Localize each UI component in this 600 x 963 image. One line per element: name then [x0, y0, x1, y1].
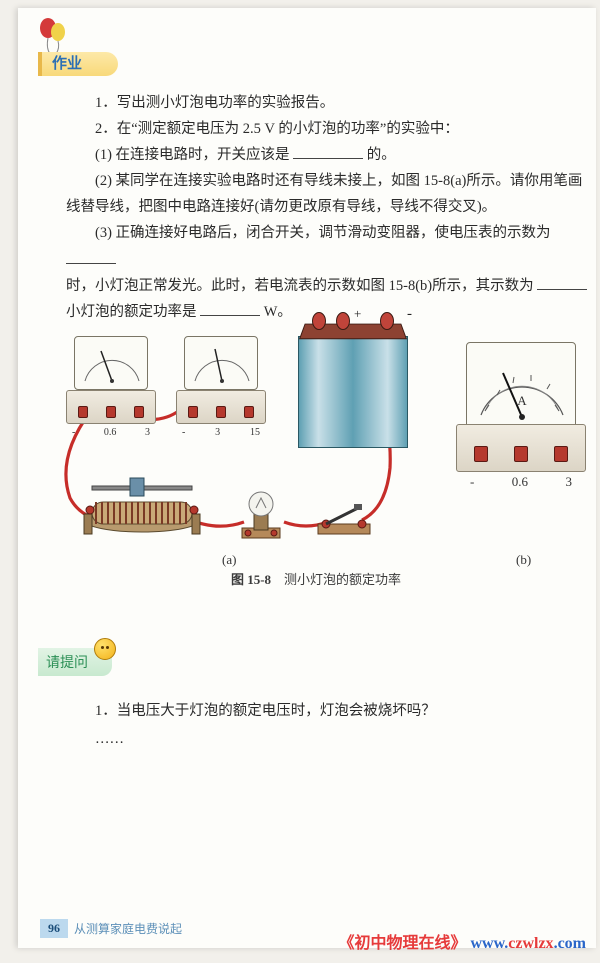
scale-mark: -	[72, 427, 75, 438]
ask-tab: 请提问	[38, 648, 112, 676]
scale-mark: 0.6	[512, 474, 528, 490]
chapter-title: 从测算家庭电费说起	[74, 920, 182, 937]
scale-mark: 0.6	[104, 427, 117, 438]
q2-3-b: 时，小灯泡正常发光。此时，若电流表的示数如图 15-8(b)所示，其示数为	[66, 273, 534, 299]
watermark-url-a: www.	[470, 935, 508, 952]
battery-minus: -	[407, 306, 412, 323]
bulb	[236, 484, 286, 549]
section-label: 作业	[52, 56, 82, 72]
exercise-1: 1．写出测小灯泡电功率的实验报告。	[66, 90, 590, 116]
blank-ammeter-reading	[537, 274, 587, 290]
svg-text:A: A	[517, 393, 527, 408]
figure-caption: 图 15-8 测小灯泡的额定功率	[46, 569, 586, 588]
scale-mark: -	[470, 474, 474, 490]
figure-15-8: - 0.6 3 - 3 15	[46, 308, 586, 588]
scale-mark: -	[182, 427, 185, 438]
exercise-2-2: (2) 某同学在连接实验电路时还有导线未接上，如图 15-8(a)所示。请你用笔…	[66, 168, 590, 220]
q2-3-a: (3) 正确连接好电路后，闭合开关，调节滑动变阻器，使电压表的示数为	[95, 225, 551, 241]
battery: + -	[298, 308, 408, 448]
exercise-2-intro: 2．在“测定额定电压为 2.5 V 的小灯泡的功率”的实验中：	[66, 116, 590, 142]
scale-mark: 3	[215, 427, 220, 438]
page-number: 96	[40, 919, 68, 938]
blank-switch-state	[293, 143, 363, 159]
watermark: 《初中物理在线》 www.czwlzx.com	[338, 929, 586, 953]
scale-mark: 3	[145, 427, 150, 438]
rheostat	[72, 466, 212, 556]
watermark-title: 《初中物理在线》	[338, 935, 466, 952]
smiley-icon	[94, 638, 116, 660]
ask-tab-label: 请提问	[46, 656, 88, 671]
switch	[314, 502, 374, 547]
watermark-url-b: czwlzx	[508, 935, 553, 952]
voltmeter: - 3 15	[176, 336, 266, 424]
q2-1-text-b: 的。	[367, 147, 396, 163]
exercise-2-1: (1) 在连接电路时，开关应该是 的。	[66, 142, 590, 168]
section-tab-homework: 作业	[38, 52, 118, 76]
watermark-url-c: .com	[554, 935, 586, 952]
blank-voltmeter-reading	[66, 248, 116, 264]
exercise-block: 1．写出测小灯泡电功率的实验报告。 2．在“测定额定电压为 2.5 V 的小灯泡…	[66, 90, 590, 325]
scale-mark: 15	[250, 427, 260, 438]
figure-caption-text: 测小灯泡的额定功率	[284, 572, 401, 587]
q2-1-text-a: (1) 在连接电路时，开关应该是	[95, 147, 290, 163]
figure-number: 图 15-8	[231, 572, 271, 587]
ask-ellipsis: ……	[66, 726, 586, 754]
ammeter-left: - 0.6 3	[66, 336, 156, 424]
ammeter-b: A - 0.6 3	[456, 342, 586, 472]
figure-label-b: (b)	[516, 552, 531, 568]
scale-mark: 3	[566, 474, 573, 490]
ask-section: 请提问 1．当电压大于灯泡的额定电压时，灯泡会被烧坏吗？ ……	[38, 648, 586, 753]
figure-label-a: (a)	[222, 552, 236, 568]
textbook-page: 作业 1．写出测小灯泡电功率的实验报告。 2．在“测定额定电压为 2.5 V 的…	[18, 8, 596, 948]
battery-plus: +	[354, 306, 361, 322]
ask-q1: 1．当电压大于灯泡的额定电压时，灯泡会被烧坏吗？	[66, 698, 586, 726]
